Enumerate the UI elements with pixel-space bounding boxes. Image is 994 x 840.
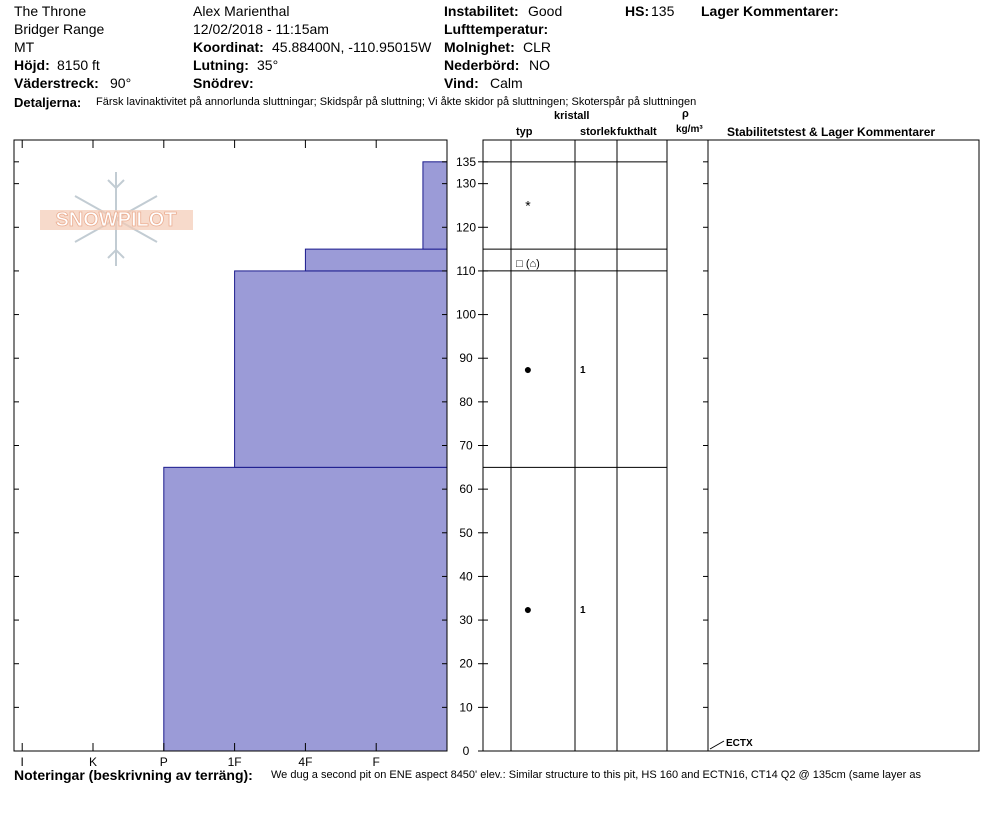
y-tick-label: 135 xyxy=(456,155,476,169)
stability-label: Instabilitet: xyxy=(444,3,519,19)
y-tick-label: 100 xyxy=(456,308,476,322)
y-tick-label: 20 xyxy=(459,657,473,671)
slope-label: Lutning: xyxy=(193,57,249,73)
y-tick-label: 90 xyxy=(459,351,473,365)
y-tick-label: 110 xyxy=(456,264,475,278)
wind-value: Calm xyxy=(490,75,523,91)
stability-value: Good xyxy=(528,3,563,19)
y-tick-label: 0 xyxy=(463,744,470,758)
grain-type-symbol-0: * xyxy=(525,197,531,213)
y-tick-label: 130 xyxy=(456,177,476,191)
y-tick-label: 10 xyxy=(459,700,473,714)
observer-name: Alex Marienthal xyxy=(193,3,290,19)
y-tick-label: 30 xyxy=(459,613,473,627)
state-name: MT xyxy=(14,39,35,55)
x-tick-label: P xyxy=(160,755,168,769)
column-header-density-unit: kg/m³ xyxy=(676,124,703,135)
hardness-bar-1 xyxy=(234,270,448,468)
column-header-crystal: kristall xyxy=(554,110,590,122)
hardness-bar-3 xyxy=(422,161,448,250)
grain-type-symbol-1: □ (⌂) xyxy=(516,258,540,270)
notes-value: We dug a second pit on ENE aspect 8450' … xyxy=(271,769,921,781)
y-tick-label: 120 xyxy=(456,220,476,234)
details-label: Detaljerna: xyxy=(14,95,82,110)
layer-table-frame xyxy=(482,139,980,752)
notes-label: Noteringar (beskrivning av terräng): xyxy=(14,767,253,783)
column-header-size: storlek xyxy=(580,126,617,138)
range-name: Bridger Range xyxy=(14,21,105,37)
aspect-value: 90° xyxy=(110,75,132,91)
y-tick-label: 60 xyxy=(459,482,473,496)
x-tick-label: F xyxy=(373,755,380,769)
elevation-value: 8150 ft xyxy=(57,57,100,73)
slope-value: 35° xyxy=(257,57,279,73)
x-tick-label: 1F xyxy=(228,755,242,769)
hs-value: 135 xyxy=(651,3,675,19)
column-header-moisture: fukthalt xyxy=(617,126,657,138)
x-tick-label: I xyxy=(21,755,24,769)
aspect-label: Väderstreck: xyxy=(14,75,99,91)
observation-datetime: 12/02/2018 - 11:15am xyxy=(193,21,329,37)
location-name: The Throne xyxy=(14,3,87,19)
logo-text: SNOWPILOT xyxy=(55,209,176,231)
x-tick-label: K xyxy=(89,755,97,769)
stability-test-label-0: ECTX xyxy=(726,738,753,749)
grain-size-label-2: 1 xyxy=(580,365,586,376)
wind-label: Vind: xyxy=(444,75,479,91)
hardness-bar-2 xyxy=(304,248,448,272)
precip-value: NO xyxy=(529,57,550,73)
drift-label: Snödrev: xyxy=(193,75,254,91)
grain-size-label-3: 1 xyxy=(580,605,586,616)
stability-test-pointer-0 xyxy=(709,740,725,750)
column-header-type: typ xyxy=(516,126,533,138)
precip-label: Nederbörd: xyxy=(444,57,520,73)
y-tick-label: 80 xyxy=(459,395,473,409)
sky-value: CLR xyxy=(523,39,552,55)
sky-label: Molnighet: xyxy=(444,39,515,55)
elevation-label: Höjd: xyxy=(14,57,50,73)
grain-type-symbol-2: ● xyxy=(524,361,532,377)
y-tick-label: 70 xyxy=(459,439,473,453)
layer-comments-label: Lager Kommentarer: xyxy=(701,3,839,19)
snowpilot-logo: SNOWPILOT xyxy=(40,172,193,266)
y-tick-label: 40 xyxy=(459,569,473,583)
column-header-rho: ρ xyxy=(682,108,689,120)
y-tick-label: 50 xyxy=(459,526,473,540)
airtemp-label: Lufttemperatur: xyxy=(444,21,549,37)
hardness-bar-0 xyxy=(163,466,448,752)
coord-value: 45.88400N, -110.95015W xyxy=(272,39,432,55)
details-value: Färsk lavinaktivitet på annorlunda slutt… xyxy=(96,96,697,108)
grain-type-symbol-3: ● xyxy=(524,601,532,617)
coord-label: Koordinat: xyxy=(193,39,264,55)
column-header-stability: Stabilitetstest & Lager Kommentarer xyxy=(727,125,936,139)
x-tick-label: 4F xyxy=(298,755,312,769)
hs-label: HS: xyxy=(625,3,650,19)
